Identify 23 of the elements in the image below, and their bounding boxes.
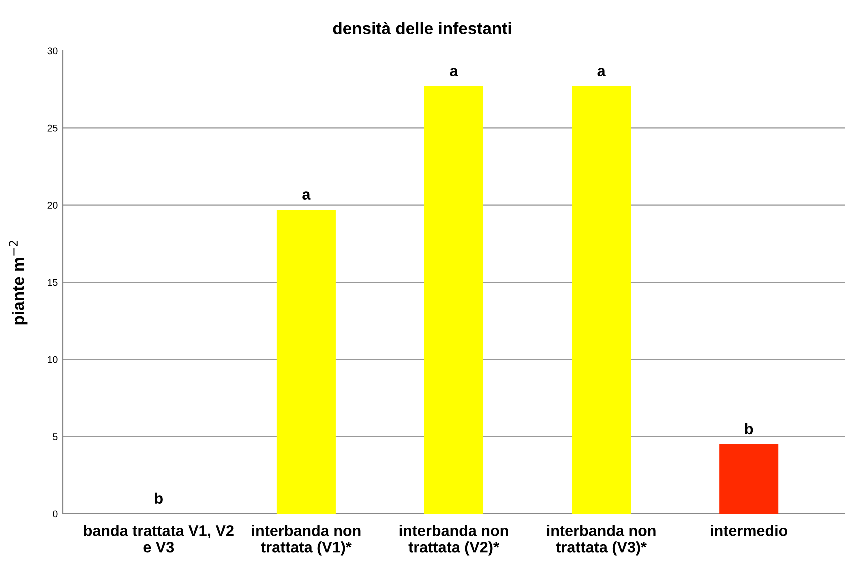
chart-title: densità delle infestanti [333, 22, 512, 34]
annotation: b [745, 423, 754, 435]
annotation: a [302, 192, 311, 200]
x-tick-label: interbanda non trattata (V2)* [400, 525, 508, 556]
y-axis-title: piante m$^{−2}$ [9, 241, 28, 325]
y-tick-label: 0 [53, 510, 58, 518]
y-tick-label: 5 [53, 434, 58, 440]
y-tick-label: 25 [48, 124, 58, 132]
y-tick-label: 30 [48, 48, 58, 55]
y-tick-label: 10 [48, 356, 58, 364]
bar [720, 444, 779, 514]
bar [572, 86, 632, 514]
y-tick-label: 20 [48, 202, 58, 209]
bar [276, 210, 336, 514]
bar [424, 86, 484, 514]
annotation: b [155, 492, 163, 504]
annotation: a [598, 68, 606, 77]
y-tick-label: 15 [48, 279, 58, 286]
x-tick-label: interbanda non trattata (V1)* [252, 525, 361, 556]
annotation: a [450, 68, 458, 77]
x-tick-label: intermedio [711, 525, 788, 536]
x-tick-label: interbanda non trattata (V3)* [547, 525, 656, 556]
x-tick-label: banda trattata V1, V2 e V3 [84, 525, 234, 553]
